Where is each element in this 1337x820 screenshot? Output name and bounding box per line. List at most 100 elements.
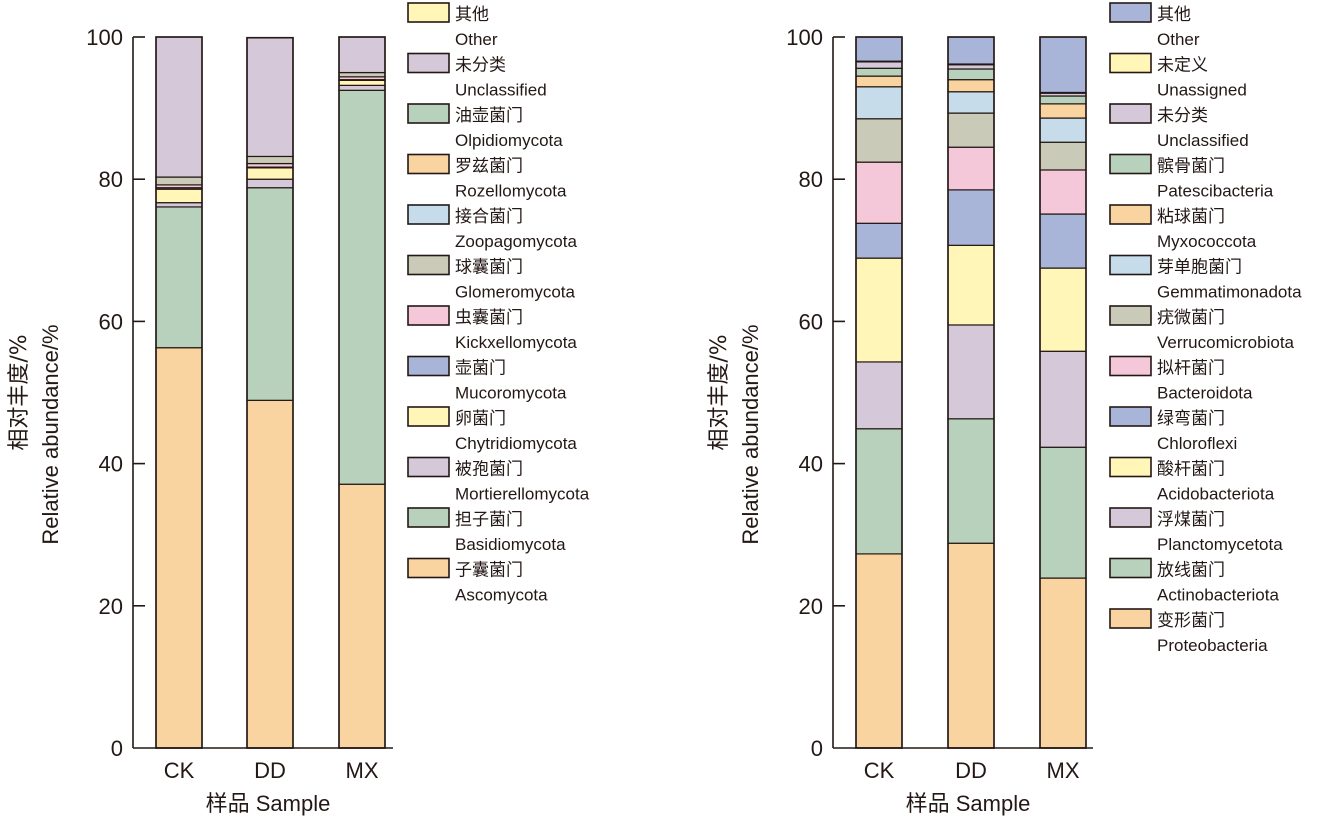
bar-segment-chloroflexi — [947, 189, 995, 246]
legend-label-cn: 被孢菌门 — [455, 460, 523, 480]
bar-segment-planctomycetota — [855, 361, 903, 430]
legend-item-patescibacteria: 髌骨菌门 Patescibacteria — [1109, 153, 1274, 201]
bar-segment-actinobacteriota — [947, 418, 995, 544]
bar-segment-mortierellomycota — [155, 202, 203, 208]
legend-label-en: Unclassified — [455, 81, 547, 100]
bar-segment-chytridiomycota — [155, 188, 203, 204]
bar-segment-acidobacteriota — [855, 257, 903, 363]
y-tick-label: 60 — [99, 309, 123, 334]
legend-item-glomeromycota: 球囊菌门 Glomeromycota — [407, 254, 576, 302]
bar-segment-verrucomicrobiota — [855, 118, 903, 163]
legend-label-cn: 芽单胞菌门 — [1157, 258, 1242, 278]
legend-label-en: Actinobacteriota — [1157, 586, 1279, 605]
legend-item-kickxellomycota: 虫囊菌门 Kickxellomycota — [407, 305, 577, 352]
legend-swatch — [1109, 52, 1152, 74]
legend: 其他 Other 未分类 Unclassified 油壶菌门 Olpidiomycota 罗… — [407, 2, 590, 605]
bar-segment-mortierellomycota — [246, 178, 294, 189]
legend-item-unclassified: 未分类 Unclassified — [1109, 103, 1249, 150]
legend-label-cn: 虫囊菌门 — [455, 308, 523, 328]
bar-segment-verrucomicrobiota — [947, 112, 995, 148]
legend-item-planctomycetota: 浮煤菌门 Planctomycetota — [1109, 507, 1283, 554]
legend-swatch — [407, 456, 450, 478]
bar-stack-dd — [947, 36, 995, 749]
bar-segment-proteobacteria — [947, 542, 995, 749]
bar-segment-ascomycota — [246, 399, 294, 749]
legend-label-en: Mortierellomycota — [455, 485, 590, 504]
legend-label-cn: 酸杆菌门 — [1157, 460, 1225, 480]
chart-2: CK DD MX 0 20 40 60 80 100 相对丰度/% Relative abundan… — [707, 2, 1302, 816]
bar-stack-ck — [155, 36, 203, 749]
legend-label-en: Olpidiomycota — [455, 131, 563, 150]
legend-label-cn: 未分类 — [455, 56, 506, 76]
bar-segment-unclassified — [246, 37, 294, 158]
legend-swatch — [407, 406, 450, 427]
legend-label-en: Patescibacteria — [1157, 182, 1274, 201]
legend-label-cn: 粘球菌门 — [1157, 207, 1225, 227]
bar-segment-unclassified — [155, 36, 203, 178]
y-axis-title-en: Relative abundance/% — [38, 324, 63, 544]
bar-segment-proteobacteria — [1039, 577, 1087, 749]
legend-label-cn: 球囊菌门 — [455, 258, 523, 278]
legend-swatch — [407, 254, 450, 276]
legend-item-zoopagomycota: 接合菌门 Zoopagomycota — [407, 204, 577, 251]
bar-segment-acidobacteriota — [1039, 267, 1087, 352]
y-tick-label: 20 — [799, 594, 823, 619]
legend-swatch — [1109, 456, 1152, 478]
bar-segment-actinobacteriota — [1039, 446, 1087, 579]
bar-segment-patescibacteria — [855, 67, 903, 77]
legend-item-bacteroidota: 拟杆菌门 Bacteroidota — [1109, 355, 1253, 403]
x-tick-label: MX — [1047, 758, 1080, 783]
legend-item-unclassified: 未分类 Unclassified — [407, 52, 547, 100]
legend-swatch — [407, 52, 450, 74]
legend-label-en: Gemmatimonadota — [1157, 283, 1302, 302]
bar-segment-patescibacteria — [1039, 95, 1087, 105]
bar-stack-mx — [338, 36, 386, 749]
legend-label-cn: 未定义 — [1157, 56, 1208, 76]
bar-segment-gemmatimonadota — [855, 86, 903, 120]
legend-label-cn: 拟杆菌门 — [1157, 359, 1225, 379]
bar-segment-myxococcota — [947, 79, 995, 93]
legend-item-chloroflexi: 绿弯菌门 Chloroflexi — [1109, 406, 1237, 453]
y-axis-title-cn: 相对丰度/% — [707, 334, 732, 450]
bar-segment-unclassified — [947, 64, 995, 70]
bar-segment-acidobacteriota — [947, 244, 995, 326]
bar-segment-other — [1039, 36, 1087, 94]
x-tick-label: CK — [864, 758, 895, 783]
bar-stack-ck — [855, 36, 903, 749]
legend-swatch — [407, 204, 450, 225]
legend-item-verrucomicrobiota: 疣微菌门 Verrucomicrobiota — [1109, 305, 1295, 352]
legend-swatch — [407, 2, 450, 23]
legend-label-cn: 髌骨菌门 — [1157, 157, 1225, 177]
y-tick-label: 0 — [111, 736, 123, 761]
legend-label-cn: 其他 — [1157, 5, 1191, 25]
bar-segment-gemmatimonadota — [1039, 117, 1087, 143]
legend-label-cn: 卵菌门 — [455, 409, 506, 429]
y-tick-label: 80 — [99, 167, 123, 192]
bar-segment-myxococcota — [855, 75, 903, 88]
bar-segment-basidiomycota — [155, 206, 203, 349]
bar-segment-planctomycetota — [947, 324, 995, 420]
bar-segment-myxococcota — [1039, 103, 1087, 119]
legend-item-acidobacteriota: 酸杆菌门 Acidobacteriota — [1109, 456, 1275, 504]
legend-item-other: 其他 Other — [1109, 2, 1200, 49]
y-tick-label: 100 — [786, 25, 823, 50]
legend-swatch — [1109, 507, 1152, 528]
legend-item-rozellomycota: 罗兹菌门 Rozellomycota — [407, 153, 567, 201]
bar-segment-ascomycota — [338, 483, 386, 749]
legend-label-en: Glomeromycota — [455, 283, 576, 302]
legend-item-other: 其他 Other — [407, 2, 498, 49]
legend-label-en: Rozellomycota — [455, 182, 567, 201]
legend-label-en: Proteobacteria — [1157, 636, 1268, 655]
y-tick-label: 0 — [811, 736, 823, 761]
legend-item-gemmatimonadota: 芽单胞菌门 Gemmatimonadota — [1109, 254, 1302, 302]
bar-segment-glomeromycota — [246, 155, 294, 165]
legend-label-en: Ascomycota — [455, 586, 548, 605]
legend-swatch — [1109, 557, 1152, 579]
legend-item-actinobacteriota: 放线菌门 Actinobacteriota — [1109, 557, 1279, 605]
legend-label-en: Unclassified — [1157, 131, 1249, 150]
y-tick-label: 100 — [86, 25, 123, 50]
bar-stack-mx — [1039, 36, 1087, 749]
y-tick-label: 20 — [99, 594, 123, 619]
legend-label-en: Acidobacteriota — [1157, 485, 1275, 504]
bar-segment-proteobacteria — [855, 553, 903, 749]
